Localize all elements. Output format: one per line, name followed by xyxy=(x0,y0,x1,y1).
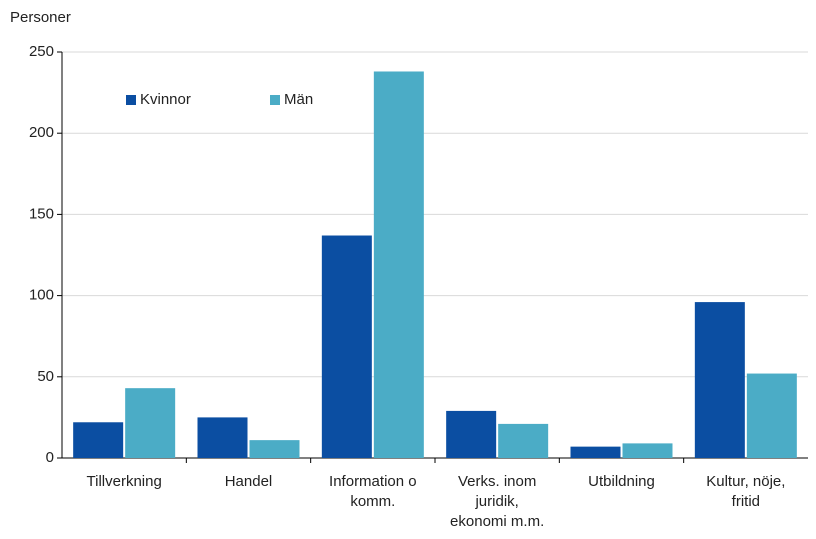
x-tick-label: Handel xyxy=(224,473,273,490)
x-tick-label: Verks. inom juridik, ekonomi m.m. xyxy=(450,473,545,530)
x-tick-label: Utbildning xyxy=(588,473,655,490)
y-tick-label: 150 xyxy=(29,205,54,222)
y-tick-label: 0 xyxy=(46,449,54,466)
y-tick-label: 250 xyxy=(29,43,54,60)
y-tick-label: 100 xyxy=(29,287,54,304)
bar xyxy=(249,440,300,458)
bar xyxy=(125,388,176,458)
bar xyxy=(446,410,497,458)
x-tick-label: Kultur, nöje, fritid xyxy=(706,473,786,510)
y-tick-label: 50 xyxy=(37,368,54,385)
bar xyxy=(622,443,673,458)
x-tick-label: Information o komm. xyxy=(329,473,417,510)
bar xyxy=(373,71,424,458)
bar xyxy=(746,373,797,458)
bar xyxy=(498,423,549,458)
legend-swatch xyxy=(270,95,280,105)
bar xyxy=(570,446,621,458)
y-axis-label: Personer xyxy=(10,9,71,26)
legend-label: Män xyxy=(284,91,313,108)
bar xyxy=(321,235,372,458)
bar xyxy=(197,417,248,458)
legend-swatch xyxy=(126,95,136,105)
y-tick-label: 200 xyxy=(29,124,54,141)
x-tick-label: Tillverkning xyxy=(86,473,162,490)
bar xyxy=(694,302,745,458)
bar xyxy=(73,422,124,458)
legend-label: Kvinnor xyxy=(140,91,191,108)
